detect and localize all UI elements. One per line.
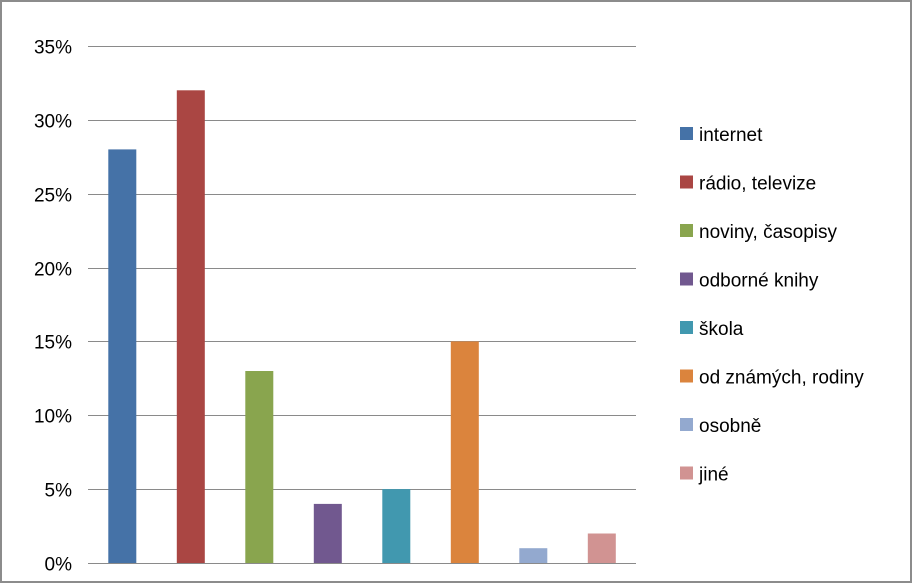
y-tick-label: 15% bbox=[34, 333, 72, 354]
legend-label: noviny, časopisy bbox=[699, 222, 837, 243]
legend-label: internet bbox=[699, 125, 763, 146]
legend-label: odborné knihy bbox=[699, 271, 819, 292]
legend-label: jiné bbox=[698, 465, 729, 486]
bars bbox=[108, 90, 616, 564]
bar-2 bbox=[176, 90, 205, 564]
legend-swatch bbox=[680, 321, 693, 334]
legend-swatch bbox=[680, 418, 693, 431]
y-tick-label: 20% bbox=[34, 260, 72, 281]
y-tick-label: 35% bbox=[34, 38, 72, 59]
y-tick-label: 25% bbox=[34, 186, 72, 207]
bar-1 bbox=[108, 149, 137, 563]
bar-7 bbox=[519, 548, 548, 563]
y-tick-label: 5% bbox=[45, 481, 73, 502]
y-tick-label: 10% bbox=[34, 407, 72, 428]
legend-label: od známých, rodiny bbox=[699, 368, 864, 389]
legend-label: osobně bbox=[699, 416, 761, 437]
bar-8 bbox=[587, 533, 616, 563]
gridlines bbox=[88, 46, 636, 564]
legend-label: rádio, televize bbox=[699, 174, 816, 195]
legend-swatch bbox=[680, 127, 693, 140]
y-tick-label: 0% bbox=[45, 555, 73, 576]
legend-swatch bbox=[680, 369, 693, 383]
bar-4 bbox=[313, 503, 342, 563]
legend-swatch bbox=[680, 466, 693, 480]
legend-swatch bbox=[680, 272, 693, 286]
legend-label: škola bbox=[699, 319, 744, 340]
y-axis-tick-labels: 0% 5% 10% 15% 20% 25% 30% 35% bbox=[34, 38, 72, 576]
legend-swatch bbox=[680, 175, 693, 189]
bar-6 bbox=[450, 341, 479, 563]
legend-swatch bbox=[680, 224, 693, 237]
y-tick-label: 30% bbox=[34, 112, 72, 133]
bar-5 bbox=[382, 489, 411, 563]
legend: internet rádio, televize noviny, časopisy o… bbox=[680, 125, 864, 486]
bar-3 bbox=[245, 371, 274, 563]
